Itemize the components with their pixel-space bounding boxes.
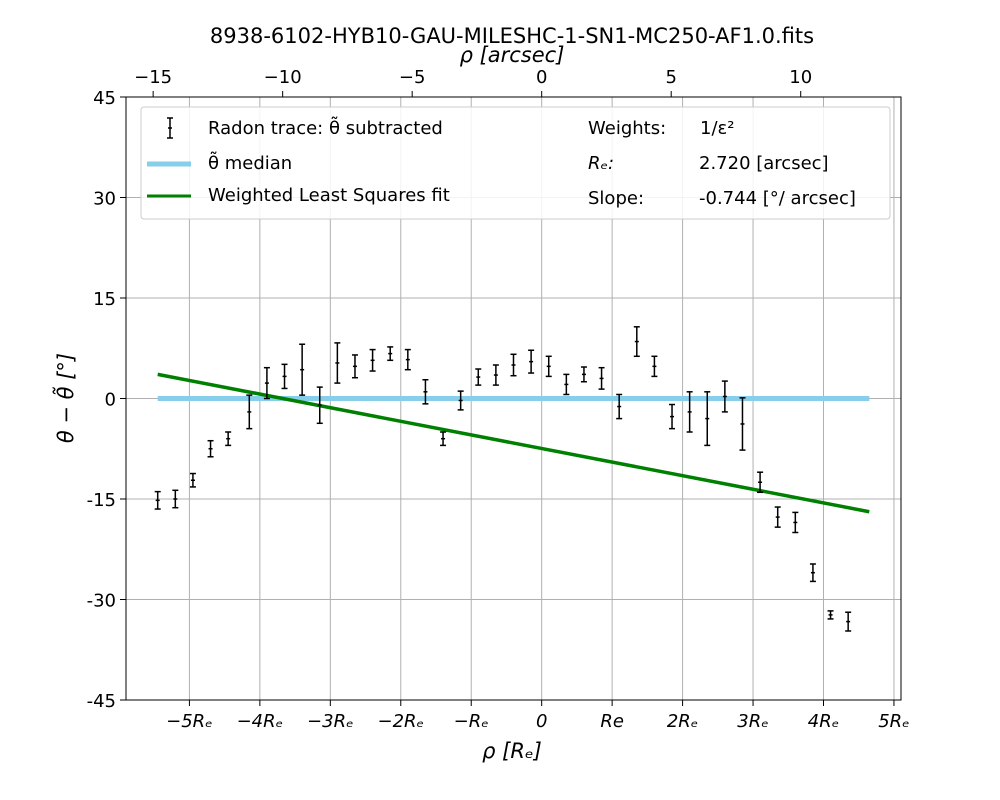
top-tick-label: 10 <box>789 67 812 88</box>
data-point <box>598 366 605 390</box>
plot-series <box>154 326 870 632</box>
legend-label-fit: Weighted Least Squares fit <box>208 185 450 206</box>
x-tick-label: 3Rₑ <box>737 711 768 732</box>
y-tick-label: 0 <box>105 390 116 411</box>
top-tick-label: −15 <box>134 67 172 88</box>
data-point <box>669 403 676 430</box>
data-point <box>351 354 358 379</box>
re-value: 2.720 [arcsec] <box>699 153 829 174</box>
data-point <box>299 343 306 396</box>
x-tick-label: −5Rₑ <box>166 711 213 732</box>
data-point <box>172 489 179 509</box>
data-point <box>246 394 253 430</box>
data-point <box>207 439 214 458</box>
top-tick-label: 5 <box>665 67 676 88</box>
y-tick-label: -15 <box>87 490 116 511</box>
data-point <box>492 364 499 386</box>
x-tick-label: 5Rₑ <box>878 711 909 732</box>
legend-label-radon: Radon trace: θ̃ subtracted <box>208 117 443 139</box>
y-tick-label: 30 <box>93 189 116 210</box>
axis-ticks: −5Rₑ −4Rₑ −3Rₑ −2Rₑ −Rₑ 0 Re 2Rₑ 3Rₑ 4Rₑ 5Rₑ 45 30 15… <box>87 67 910 732</box>
data-point <box>651 355 658 378</box>
x-tick-label: 4Rₑ <box>808 711 839 732</box>
x-tick-label: −Rₑ <box>454 711 489 732</box>
top-tick-label: −5 <box>399 67 426 88</box>
x-tick-label: −2Rₑ <box>377 711 424 732</box>
legend-label-median: θ̃ median <box>208 152 292 174</box>
data-point <box>774 506 781 528</box>
data-point <box>457 390 464 411</box>
data-point <box>827 610 834 620</box>
data-point <box>369 348 376 372</box>
data-point <box>528 349 535 374</box>
data-point <box>510 353 517 377</box>
data-point <box>545 355 552 378</box>
data-point <box>633 326 640 358</box>
legend-box <box>140 106 891 220</box>
top-tick-label: 0 <box>536 67 547 88</box>
data-point <box>475 368 482 386</box>
weights-label: Weights: <box>588 118 666 139</box>
x-tick-label: 2Rₑ <box>667 711 698 732</box>
legend-errorbar-icon <box>167 117 173 139</box>
top-axis-label: ρ [arcsec] <box>460 43 565 67</box>
data-point <box>263 366 270 400</box>
data-point <box>225 431 232 447</box>
x-tick-label: −4Rₑ <box>237 711 284 732</box>
data-point <box>809 563 816 583</box>
fit-line <box>157 372 870 514</box>
data-point <box>316 386 323 425</box>
data-point <box>404 348 411 371</box>
y-tick-label: 45 <box>93 88 116 109</box>
data-point <box>281 363 288 390</box>
y-axis-label: θ − θ̃ [°] <box>51 353 78 443</box>
legend: Radon trace: θ̃ subtracted θ̃ median Wei… <box>140 106 891 220</box>
data-point <box>189 472 196 488</box>
data-point <box>334 342 341 384</box>
chart-title: 8938-6102-HYB10-GAU-MILESHC-1-SN1-MC250-… <box>210 24 814 48</box>
data-point <box>440 431 447 447</box>
data-point <box>154 490 161 510</box>
data-point <box>387 346 394 362</box>
data-point <box>845 611 852 632</box>
x-axis-label: ρ [Rₑ] <box>482 739 542 763</box>
y-tick-label: -30 <box>87 591 116 612</box>
x-tick-label: 0 <box>536 711 547 732</box>
data-point <box>686 391 693 433</box>
data-point <box>739 397 746 451</box>
data-point <box>580 366 587 383</box>
slope-value: -0.744 [°/ arcsec] <box>699 188 856 209</box>
x-tick-label: Re <box>600 711 624 732</box>
re-label: Rₑ: <box>588 153 614 174</box>
data-point <box>721 380 728 413</box>
data-point <box>757 471 764 494</box>
x-tick-label: −3Rₑ <box>307 711 354 732</box>
weights-value: 1/ε² <box>700 118 734 139</box>
top-tick-label: −10 <box>264 67 302 88</box>
data-point <box>792 511 799 534</box>
data-point <box>704 391 711 447</box>
data-point <box>422 378 429 405</box>
data-point <box>563 373 570 396</box>
y-tick-label: 15 <box>93 289 116 310</box>
y-tick-label: -45 <box>87 691 116 712</box>
plot-frame <box>125 96 902 701</box>
slope-label: Slope: <box>588 188 644 209</box>
data-point <box>616 393 623 420</box>
